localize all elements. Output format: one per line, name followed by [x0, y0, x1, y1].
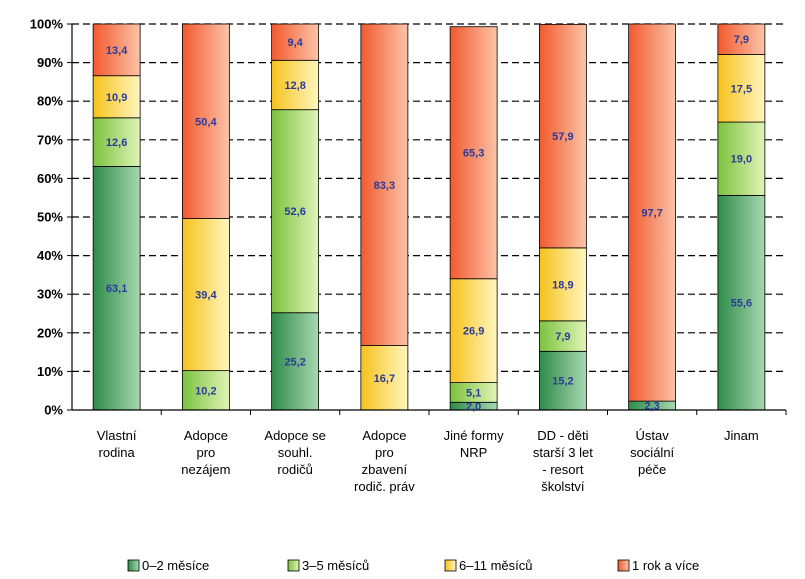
bar-segment — [449, 26, 498, 280]
bar-segment — [628, 23, 677, 402]
axes: 0% 10% 20% 30% 40% 50% 60% 70% 80% 90% 100% Vlastní… — [30, 17, 787, 494]
data-label: 17,5 — [731, 83, 752, 95]
data-label: 39,4 — [195, 290, 217, 302]
data-label: 12,6 — [106, 137, 127, 149]
bar-segment — [271, 109, 320, 314]
data-label: 52,6 — [284, 206, 305, 218]
data-label: 57,9 — [552, 131, 573, 143]
data-label: 25,2 — [284, 356, 305, 368]
y-tick-label: 0% — [44, 403, 63, 418]
data-label: 10,9 — [106, 92, 127, 104]
bar-segment — [717, 23, 766, 55]
data-label: 10,2 — [195, 385, 216, 397]
category-label: Vlastní rodina — [97, 428, 137, 460]
data-label: 50,4 — [195, 116, 217, 128]
bar-segment — [92, 75, 141, 119]
y-tick-label: 20% — [37, 325, 63, 340]
legend-swatch — [127, 559, 140, 572]
y-tick-label: 100% — [30, 17, 64, 32]
data-label: 2,3 — [644, 401, 659, 413]
category-label: Jiné formy NRP — [444, 428, 504, 460]
bar-segment — [271, 59, 320, 111]
data-label: 55,6 — [731, 298, 752, 310]
data-label: 13,4 — [106, 45, 128, 57]
bar-segment — [181, 370, 230, 411]
y-tick-label: 90% — [37, 55, 63, 70]
bar-segment — [92, 117, 141, 167]
legend-item: 0–2 měsíce — [127, 558, 209, 573]
bar-segment — [181, 23, 230, 219]
legend-item: 6–11 měsíců — [444, 558, 532, 573]
data-labels: 63,1 12,6 10,9 13,4 10,2 39,4 50,4 25,2 52,6 12,8… — [106, 34, 752, 413]
data-label: 97,7 — [641, 208, 662, 220]
bar-segment — [360, 23, 409, 346]
data-label: 5,1 — [466, 387, 481, 399]
bar-segment — [538, 247, 587, 322]
data-label: 83,3 — [374, 180, 395, 192]
category-label: Jinam — [724, 428, 759, 443]
y-tick-label: 80% — [37, 94, 63, 109]
legend-swatch — [444, 559, 457, 572]
bar-segment — [538, 350, 587, 411]
data-label: 16,7 — [374, 373, 395, 385]
data-label: 7,9 — [555, 331, 570, 343]
data-label: 18,9 — [552, 279, 573, 291]
legend-item: 3–5 měsíců — [287, 558, 369, 573]
data-label: 19,0 — [731, 154, 752, 166]
bar-segment — [538, 320, 587, 352]
legend-label: 1 rok a více — [632, 558, 699, 573]
legend-label: 6–11 měsíců — [459, 558, 532, 573]
legend-swatch — [287, 559, 300, 572]
data-label: 7,9 — [734, 34, 749, 46]
bar-segment — [181, 218, 230, 372]
data-label: 26,9 — [463, 326, 484, 338]
bar-segment — [538, 23, 587, 249]
legend-label: 0–2 měsíce — [142, 558, 209, 573]
y-tick-label: 10% — [37, 364, 63, 379]
y-tick-label: 30% — [37, 287, 63, 302]
category-label: Adopce pro zbavení rodič. práv — [354, 428, 415, 494]
y-tick-label: 50% — [37, 210, 63, 225]
legend-item: 1 rok a více — [617, 558, 699, 573]
data-label: 2,0 — [466, 401, 481, 413]
data-label: 9,4 — [287, 37, 303, 49]
legend: 0–2 měsíce 3–5 měsíců 6–11 měsíců 1 rok a v… — [127, 558, 699, 573]
data-label: 65,3 — [463, 148, 484, 160]
bar-segment — [717, 194, 766, 411]
category-label: Adopce se souhl. rodičů — [264, 428, 325, 477]
data-label: 12,8 — [284, 80, 305, 92]
y-tick-label: 40% — [37, 248, 63, 263]
bar-segment — [92, 23, 141, 77]
bar-segment — [271, 23, 320, 61]
gridlines — [72, 23, 786, 372]
data-label: 63,1 — [106, 283, 127, 295]
y-tick-label: 70% — [37, 132, 63, 147]
y-tick-label: 60% — [37, 171, 63, 186]
data-label: 15,2 — [552, 376, 573, 388]
bar-segment — [449, 278, 498, 383]
legend-swatch — [617, 559, 630, 572]
bar-segment — [717, 121, 766, 196]
bar-segment — [92, 166, 141, 411]
legend-label: 3–5 měsíců — [302, 558, 369, 573]
category-label: DD - děti starší 3 let - resort školství — [533, 428, 593, 494]
category-label: Adopce pro nezájem — [181, 428, 230, 477]
bar-segment — [360, 345, 409, 411]
category-label: Ústav sociální péče — [630, 428, 674, 477]
bars — [92, 23, 766, 411]
bar-segment — [717, 54, 766, 123]
